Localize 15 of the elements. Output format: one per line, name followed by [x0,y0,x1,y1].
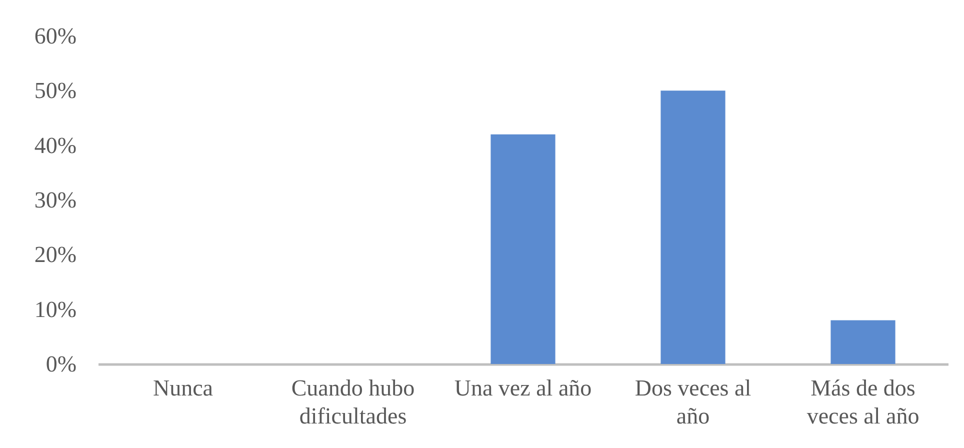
y-tick-label: 40% [34,132,76,158]
bar [660,90,726,364]
bar [830,320,896,364]
y-tick-label: 20% [34,242,76,268]
y-tick-label: 30% [34,188,76,212]
x-tick-label: Nunca [152,376,214,400]
y-tick-label: 10% [34,296,76,322]
x-tick-label: Una vez al año [454,376,592,400]
bar [490,134,556,364]
y-tick-label: 60% [34,24,76,48]
x-tick-label: Más de dos veces al año [806,376,920,428]
y-tick-label: 0% [46,352,76,376]
x-tick-label: Cuando hubo dificultades [291,376,415,428]
y-tick-label: 50% [34,78,76,104]
x-tick-label: Dos veces al año [634,376,752,428]
